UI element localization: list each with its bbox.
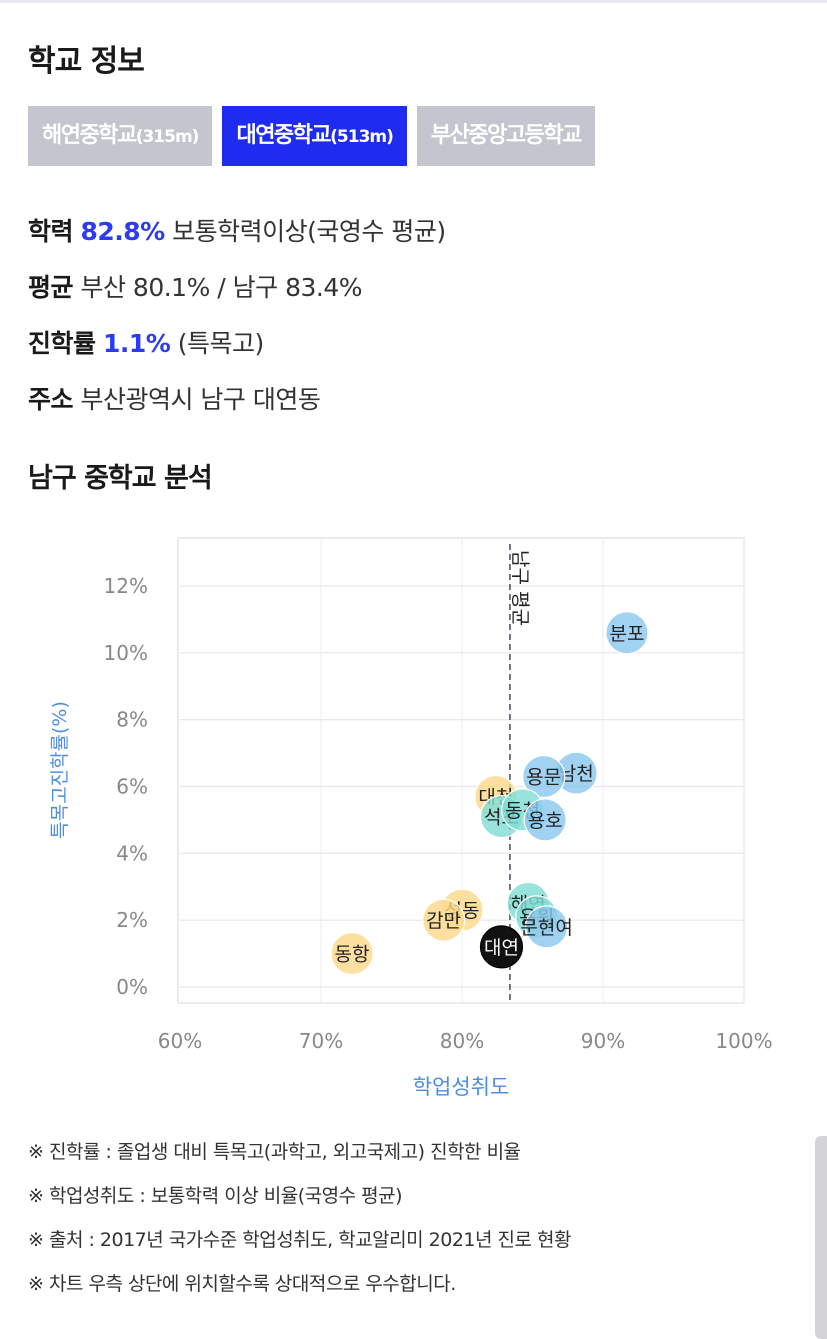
reference-line-label: 남구 평균 <box>509 550 531 626</box>
y-tick-label: 8% <box>116 708 148 732</box>
point-문현여[interactable] <box>524 905 569 949</box>
footnote-source: ※ 출처 : 2017년 국가수준 학업성취도, 학교알리미 2021년 진로 … <box>28 1229 572 1251</box>
rate-value: 1.1% <box>102 329 171 358</box>
point-용호[interactable] <box>523 798 567 842</box>
point-label: 대연 <box>484 937 519 959</box>
x-tick-label: 60% <box>158 1029 202 1053</box>
point-용문[interactable] <box>522 754 566 799</box>
point-label: 용호 <box>528 810 563 832</box>
footnote-achievement: ※ 학업성취도 : 보통학력 이상 비율(국영수 평균) <box>28 1185 403 1207</box>
point-label: 동항 <box>335 944 370 966</box>
y-tick-label: 6% <box>116 775 148 799</box>
info-key: 학력 <box>28 217 74 246</box>
tab-label: 대연중학교 <box>236 123 331 148</box>
point-label: 문현여 <box>520 917 572 939</box>
y-tick-label: 10% <box>104 641 148 665</box>
info-key: 평균 <box>28 273 74 302</box>
y-tick-label: 2% <box>116 908 148 932</box>
point-label: 용문 <box>526 766 561 788</box>
y-tick-label: 4% <box>116 841 148 865</box>
tab-busan-jungang-high[interactable]: 부산중앙고등학교 <box>416 106 595 166</box>
data-points: 분포남천용문대천석포동천용호해연용원문현여성동감만동항대연 <box>330 611 649 976</box>
info-academic: 학력 82.8% 보통학력이상(국영수 평균) <box>28 212 446 248</box>
point-label: 남천 <box>559 763 594 785</box>
tab-distance: (513m) <box>330 127 394 147</box>
y-axis-label: 특목고진학률(%) <box>49 701 71 839</box>
info-text: (특목고) <box>177 329 265 358</box>
footnote-rate: ※ 진학률 : 졸업생 대비 특목고(과학고, 외고국제고) 진학한 비율 <box>28 1141 521 1163</box>
x-tick-label: 70% <box>299 1029 343 1053</box>
x-tick-label: 100% <box>715 1029 772 1053</box>
scatter-chart: 0%2%4%6%8%10%12% 60% 70% 80% 90% 100% 남구 평균 … <box>49 537 773 1099</box>
scrollbar-thumb[interactable] <box>815 1136 827 1339</box>
y-tick-labels: 0% 2% 4% 6% 8% 10% 12% <box>104 574 148 999</box>
x-tick-label: 80% <box>440 1029 484 1053</box>
info-text: 보통학력이상(국영수 평균) <box>172 217 446 246</box>
footnote-hint: ※ 차트 우측 상단에 위치할수록 상대적으로 우수합니다. <box>28 1273 456 1295</box>
point-label: 감만 <box>426 910 461 932</box>
x-tick-labels: 60% 70% 80% 90% 100% <box>158 1029 773 1053</box>
x-tick-label: 90% <box>581 1029 625 1053</box>
top-divider <box>0 0 827 3</box>
tab-distance: (315m) <box>135 127 200 147</box>
section-title: 학교 정보 <box>28 44 145 79</box>
point-감만[interactable] <box>422 898 466 942</box>
point-분포[interactable] <box>605 611 649 655</box>
point-label: 분포 <box>609 623 644 645</box>
info-text: 부산 80.1% / 남구 83.4% <box>80 273 363 302</box>
info-key: 진학률 <box>28 329 96 358</box>
info-key: 주소 <box>28 385 74 414</box>
grid-lines <box>180 538 745 1003</box>
school-tabs: 해연중학교(315m) 대연중학교(513m) 부산중앙고등학교 <box>28 106 818 166</box>
info-text: 부산광역시 남구 대연동 <box>80 385 321 414</box>
info-average: 평균 부산 80.1% / 남구 83.4% <box>28 268 363 304</box>
info-rate: 진학률 1.1% (특목고) <box>28 324 264 360</box>
y-tick-label: 0% <box>116 975 148 999</box>
analysis-title: 남구 중학교 분석 <box>28 463 213 494</box>
tab-label: 해연중학교 <box>42 123 137 148</box>
footnotes: ※ 진학률 : 졸업생 대비 특목고(과학고, 외고국제고) 진학한 비율 ※ … <box>28 1136 572 1312</box>
point-대연[interactable] <box>479 925 524 969</box>
tab-daeyeon-middle[interactable]: 대연중학교(513m) <box>222 106 407 166</box>
plot-frame <box>177 537 745 1004</box>
y-tick-label: 12% <box>104 574 148 598</box>
tab-haeyeon-middle[interactable]: 해연중학교(315m) <box>28 106 213 166</box>
point-동항[interactable] <box>330 931 374 976</box>
academic-value: 82.8% <box>80 217 165 246</box>
x-axis-label: 학업성취도 <box>413 1075 510 1099</box>
info-address: 주소 부산광역시 남구 대연동 <box>28 380 321 416</box>
tab-label: 부산중앙고등학교 <box>430 123 582 148</box>
